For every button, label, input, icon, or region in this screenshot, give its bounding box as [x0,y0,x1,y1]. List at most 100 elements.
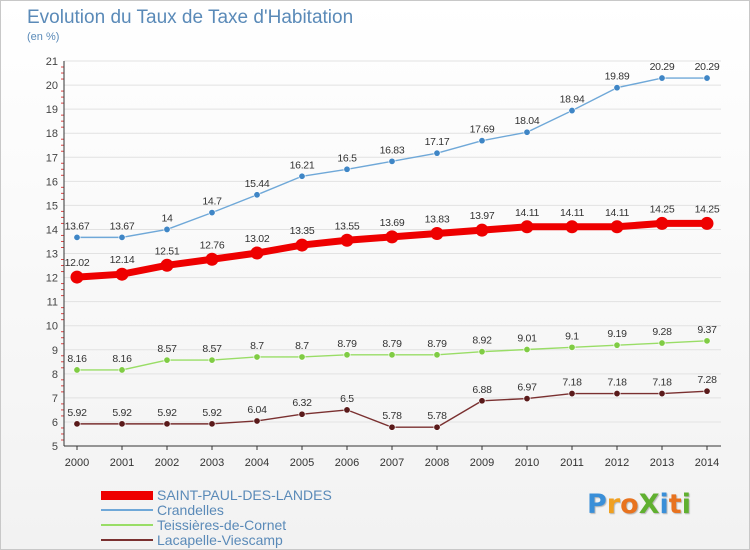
data-point [658,74,666,82]
y-tick-label: 7 [52,393,58,405]
logo-letter: X [638,489,660,520]
data-point [343,165,351,173]
data-point [205,252,219,266]
data-point [298,410,306,418]
y-tick-label: 14 [46,224,58,236]
logo-letter: i [659,489,669,520]
x-tick-label: 2010 [515,457,539,469]
data-label: 8.7 [295,340,309,352]
data-label: 5.92 [67,407,87,419]
data-label: 5.92 [202,407,222,419]
data-label: 13.97 [470,210,495,222]
data-point [70,270,84,284]
data-point [433,423,441,431]
data-point [250,246,264,260]
legend-item: SAINT-PAUL-DES-LANDES [101,487,332,503]
data-point [208,356,216,364]
logo-letter: P [587,489,607,520]
data-label: 14.11 [515,207,539,219]
data-point [568,107,576,115]
data-label: 9.19 [607,328,627,340]
legend-swatch [101,509,153,511]
logo-letter: r [606,489,621,520]
data-point [295,238,309,252]
x-tick-label: 2006 [335,457,359,469]
data-label: 12.02 [65,257,90,269]
data-point [118,420,126,428]
legend-swatch [101,490,153,500]
data-point [703,337,711,345]
legend-label: Teissières-de-Cornet [157,517,287,533]
data-label: 5.78 [427,410,447,422]
data-label: 8.79 [382,338,402,350]
data-label: 13.67 [110,220,135,232]
data-point [343,406,351,414]
data-label: 9.28 [652,326,672,338]
data-label: 7.18 [607,377,627,389]
x-tick-label: 2000 [65,457,89,469]
legend-label: Lacapelle-Viescamp [157,532,283,548]
x-tick-label: 2011 [560,457,584,469]
data-point [523,128,531,136]
data-label: 8.16 [67,353,87,365]
data-point [298,353,306,361]
data-label: 14 [161,212,173,224]
legend-item: Crandelles [101,502,224,518]
data-label: 13.55 [335,220,360,232]
data-point [163,420,171,428]
data-label: 5.92 [112,407,132,419]
data-point [115,267,129,281]
y-tick-label: 5 [52,441,58,453]
data-point [118,233,126,241]
chart-title: Evolution du Taux de Taxe d'Habitation [27,7,354,28]
data-label: 6.97 [517,382,537,394]
data-point [520,220,534,234]
logo-letter: o [620,489,639,520]
x-tick-label: 2014 [695,457,719,469]
y-tick-label: 19 [46,104,58,116]
data-label: 12.76 [200,239,225,251]
data-point [163,356,171,364]
data-point [433,149,441,157]
x-tick-label: 2003 [200,457,224,469]
data-point [430,227,444,241]
data-label: 9.1 [565,330,579,342]
y-tick-label: 11 [47,297,58,309]
data-label: 6.5 [340,393,354,405]
data-point [73,233,81,241]
data-point [253,417,261,425]
x-tick-label: 2008 [425,457,449,469]
data-point [658,390,666,398]
data-label: 7.18 [562,377,582,389]
data-point [343,351,351,359]
data-label: 13.67 [65,220,90,232]
data-label: 14.25 [695,203,720,215]
data-point [703,387,711,395]
data-point [655,216,669,230]
legend-item: Lacapelle-Viescamp [101,532,283,548]
chart-unit-label: (en %) [27,31,60,43]
data-label: 6.32 [292,397,312,409]
data-point [703,74,711,82]
data-label: 6.04 [247,404,267,416]
data-point [523,395,531,403]
data-point [658,339,666,347]
data-label: 14.7 [202,196,222,208]
data-point [253,191,261,199]
data-label: 19.89 [605,71,630,83]
data-point [613,341,621,349]
y-tick-label: 9 [52,345,58,357]
data-label: 20.29 [650,61,675,73]
y-tick-label: 15 [46,200,58,212]
data-label: 7.28 [697,374,717,386]
y-tick-label: 21 [46,56,58,68]
data-point [160,258,174,272]
data-label: 13.02 [245,233,270,245]
y-tick-label: 16 [46,176,58,188]
data-point [568,390,576,398]
y-tick-label: 8 [52,369,58,381]
x-tick-label: 2004 [245,457,269,469]
data-point [253,353,261,361]
